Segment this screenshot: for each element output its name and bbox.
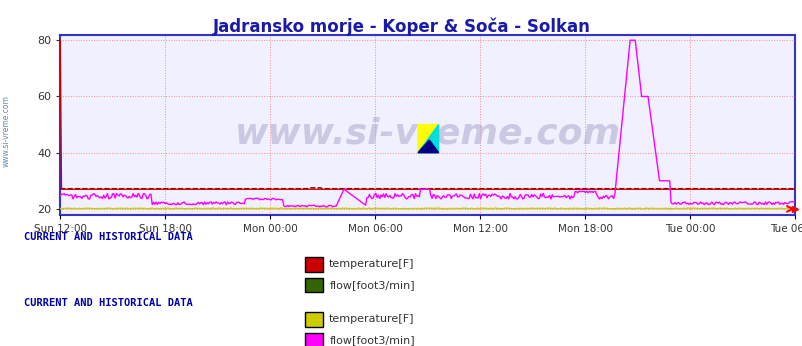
Text: temperature[F]: temperature[F] (329, 259, 414, 269)
Text: CURRENT AND HISTORICAL DATA: CURRENT AND HISTORICAL DATA (24, 298, 192, 308)
Polygon shape (418, 125, 438, 153)
Text: Jadransko morje - Koper & Soča - Solkan: Jadransko morje - Koper & Soča - Solkan (213, 17, 589, 36)
Text: flow[foot3/min]: flow[foot3/min] (329, 335, 415, 345)
Text: www.si-vreme.com: www.si-vreme.com (234, 117, 620, 151)
Text: www.si-vreme.com: www.si-vreme.com (2, 95, 11, 167)
Polygon shape (418, 125, 438, 153)
Text: flow[foot3/min]: flow[foot3/min] (329, 280, 415, 290)
Text: temperature[F]: temperature[F] (329, 315, 414, 324)
Text: CURRENT AND HISTORICAL DATA: CURRENT AND HISTORICAL DATA (24, 233, 192, 243)
Polygon shape (418, 140, 438, 153)
